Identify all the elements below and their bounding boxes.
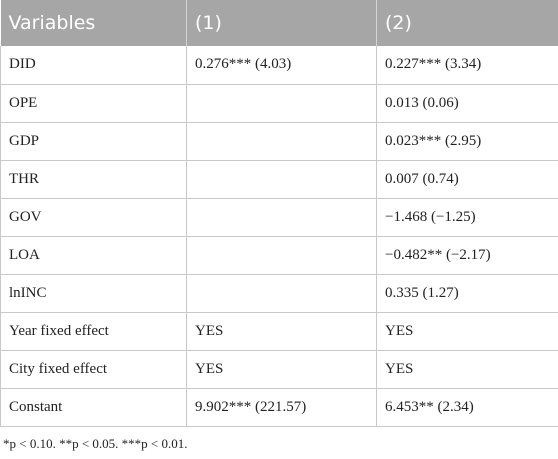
variable-name: LOA: [0, 236, 187, 275]
regression-table: Variables (1) (2) DID 0.276*** (4.03) 0.…: [0, 0, 558, 427]
variable-name: OPE: [0, 84, 187, 123]
variable-name: Year fixed effect: [0, 312, 187, 351]
model-1-value: YES: [186, 312, 377, 351]
table-row: THR 0.007 (0.74): [0, 160, 558, 199]
significance-footnote: *p < 0.10. **p < 0.05. ***p < 0.01.: [3, 436, 188, 451]
table-row: Constant 9.902*** (221.57) 6.453** (2.34…: [0, 388, 558, 427]
model-2-value: 0.335 (1.27): [376, 274, 558, 313]
variable-name: Constant: [0, 388, 187, 427]
model-1-value: [186, 198, 377, 237]
model-2-value: −1.468 (−1.25): [376, 198, 558, 237]
variable-name: City fixed effect: [0, 350, 187, 389]
model-2-value: YES: [376, 312, 558, 351]
model-1-value: [186, 274, 377, 313]
model-2-value: 0.007 (0.74): [376, 160, 558, 199]
model-2-value: YES: [376, 350, 558, 389]
table-row: City fixed effect YES YES: [0, 350, 558, 389]
model-1-value: [186, 236, 377, 275]
table-row: Year fixed effect YES YES: [0, 312, 558, 351]
variable-name: GDP: [0, 122, 187, 161]
header-model-1: (1): [186, 0, 377, 46]
header-variables: Variables: [0, 0, 187, 46]
table-row: LOA −0.482** (−2.17): [0, 236, 558, 275]
table-row: GDP 0.023*** (2.95): [0, 122, 558, 161]
variable-name: GOV: [0, 198, 187, 237]
model-2-value: 0.013 (0.06): [376, 84, 558, 123]
variable-name: DID: [0, 46, 187, 85]
model-1-value: 9.902*** (221.57): [186, 388, 377, 427]
table-row: DID 0.276*** (4.03) 0.227*** (3.34): [0, 46, 558, 85]
variable-name: THR: [0, 160, 187, 199]
model-1-value: [186, 160, 377, 199]
model-2-value: 6.453** (2.34): [376, 388, 558, 427]
model-1-value: [186, 84, 377, 123]
table-row: lnINC 0.335 (1.27): [0, 274, 558, 313]
variable-name: lnINC: [0, 274, 187, 313]
model-1-value: [186, 122, 377, 161]
table-row: OPE 0.013 (0.06): [0, 84, 558, 123]
model-1-value: YES: [186, 350, 377, 389]
header-row: Variables (1) (2): [0, 0, 558, 46]
model-2-value: 0.023*** (2.95): [376, 122, 558, 161]
model-2-value: −0.482** (−2.17): [376, 236, 558, 275]
model-1-value: 0.276*** (4.03): [186, 46, 377, 85]
model-2-value: 0.227*** (3.34): [376, 46, 558, 85]
table-row: GOV −1.468 (−1.25): [0, 198, 558, 237]
header-model-2: (2): [376, 0, 558, 46]
